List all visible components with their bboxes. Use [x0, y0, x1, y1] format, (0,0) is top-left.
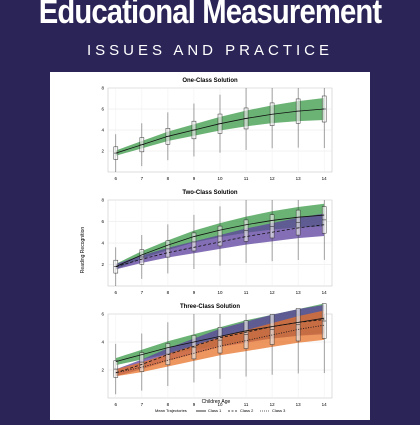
x-tick-label: 12	[270, 402, 276, 407]
mean-trajectory-class-2	[115, 224, 325, 268]
bottom-legend-class1: Class 1	[208, 408, 222, 413]
y-tick-label: 6	[101, 219, 104, 224]
cover-title: Educational Measurement	[38, 0, 382, 31]
x-tick-label: 6	[115, 290, 118, 295]
mean-trajectory-class-1	[115, 214, 325, 268]
x-tick-label: 10	[217, 402, 223, 407]
x-tick-label: 9	[193, 176, 196, 181]
x-tick-label: 13	[296, 402, 302, 407]
x-tick-label: 7	[141, 402, 144, 407]
mean-trajectory-class-3	[115, 324, 325, 374]
x-tick-label: 8	[167, 290, 170, 295]
x-tick-label: 11	[244, 176, 249, 181]
x-tick-label: 7	[141, 176, 144, 181]
trajectory-figure: One-Class Solution Two-Class Solution Th…	[80, 78, 333, 413]
x-tick-label: 13	[296, 176, 302, 181]
y-tick-label: 6	[101, 107, 104, 112]
bottom-legend-title: Mean Trajectories	[155, 408, 187, 413]
x-tick-label: 6	[115, 176, 118, 181]
x-tick-label: 11	[244, 402, 249, 407]
x-tick-label: 14	[322, 176, 328, 181]
y-tick-label: 2	[101, 262, 104, 267]
y-tick-label: 2	[101, 368, 104, 373]
x-tick-label: 10	[217, 290, 223, 295]
chart-title-3: Three-Class Solution	[180, 304, 240, 310]
y-tick-label: 8	[101, 198, 104, 203]
y-tick-label: 2	[101, 149, 104, 154]
bottom-legend-class3: Class 3	[272, 408, 286, 413]
y-tick-label: 8	[101, 86, 104, 91]
x-tick-label: 13	[296, 290, 302, 295]
x-tick-label: 6	[115, 402, 118, 407]
x-tick-label: 14	[322, 290, 328, 295]
y-tick-label: 4	[101, 340, 104, 345]
chart-title-1: One-Class Solution	[182, 78, 238, 84]
y-tick-label: 4	[101, 128, 104, 133]
mean-trajectory-class-1	[115, 108, 325, 154]
chart-title-2: Two-Class Solution	[182, 190, 238, 196]
x-tick-label: 7	[141, 290, 144, 295]
x-tick-label: 14	[322, 402, 328, 407]
x-tick-label: 12	[270, 290, 276, 295]
figure-panel: One-Class Solution Two-Class Solution Th…	[50, 72, 370, 420]
x-tick-label: 9	[193, 290, 196, 295]
x-tick-label: 11	[244, 290, 249, 295]
y-tick-label: 4	[101, 241, 104, 246]
y-axis-label: Reading Recognition	[80, 227, 86, 274]
x-tick-label: 9	[193, 402, 196, 407]
mean-trajectory-class-2	[115, 319, 325, 374]
bottom-legend-class2: Class 2	[240, 408, 254, 413]
cover-subtitle: ISSUES AND PRACTICE	[86, 42, 334, 59]
y-tick-label: 6	[101, 312, 104, 317]
x-tick-label: 12	[270, 176, 276, 181]
x-axis-label: Children Age	[202, 399, 231, 405]
x-tick-label: 10	[217, 176, 223, 181]
x-tick-label: 8	[167, 402, 170, 407]
x-tick-label: 8	[167, 176, 170, 181]
